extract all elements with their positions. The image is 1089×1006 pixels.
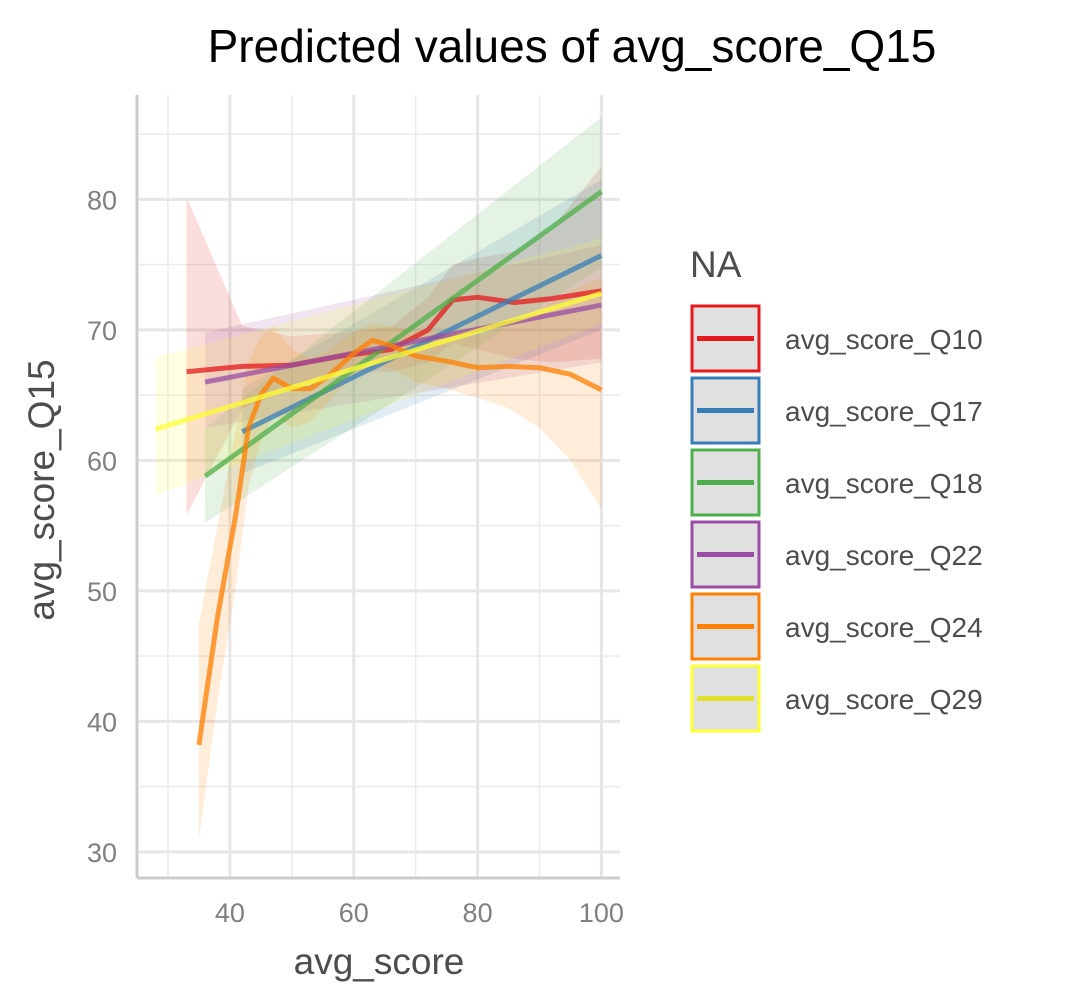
legend-item-avg-score-q17: avg_score_Q17 bbox=[690, 376, 983, 445]
y-axis-title: avg_score_Q15 bbox=[21, 359, 62, 620]
legend-item-avg-score-q29: avg_score_Q29 bbox=[690, 664, 983, 733]
y-tick-label: 50 bbox=[87, 577, 117, 607]
line-avg-score-q18 bbox=[203, 189, 603, 479]
x-tick-label: 60 bbox=[339, 898, 369, 928]
legend-title: NA bbox=[690, 244, 742, 285]
y-tick-label: 70 bbox=[87, 316, 117, 346]
plot-axes bbox=[135, 95, 620, 880]
legend-label: avg_score_Q17 bbox=[785, 396, 983, 427]
y-tick-label: 60 bbox=[87, 446, 117, 476]
y-axis-ticks: 30 40 50 60 70 80 bbox=[87, 185, 117, 868]
line-avg-score-q22 bbox=[204, 302, 602, 385]
line-avg-score-q29 bbox=[154, 291, 603, 432]
series-lines bbox=[154, 189, 603, 746]
line-avg-score-q10 bbox=[186, 288, 602, 375]
legend-item-avg-score-q18: avg_score_Q18 bbox=[690, 448, 983, 517]
legend-label: avg_score_Q10 bbox=[785, 324, 983, 355]
legend-label: avg_score_Q29 bbox=[785, 684, 983, 715]
legend: avg_score_Q10 avg_score_Q17 avg_score_Q18a… bbox=[690, 304, 983, 733]
y-tick-label: 80 bbox=[87, 185, 117, 215]
legend-item-avg-score-q10: avg_score_Q10 bbox=[690, 304, 983, 373]
legend-label: avg_score_Q18 bbox=[785, 468, 983, 499]
legend-item-avg-score-q24: avg_score_Q24 bbox=[690, 592, 983, 661]
x-tick-label: 40 bbox=[215, 898, 245, 928]
legend-label: avg_score_Q24 bbox=[785, 612, 983, 643]
x-axis-ticks: 40 60 80 100 bbox=[215, 898, 624, 928]
y-tick-label: 40 bbox=[87, 707, 117, 737]
line-avg-score-q24 bbox=[196, 337, 603, 746]
x-tick-label: 100 bbox=[579, 898, 624, 928]
ribbon-avg-score-q24 bbox=[198, 277, 602, 839]
chart-title: Predicted values of avg_score_Q15 bbox=[208, 20, 937, 72]
ribbon-avg-score-q18 bbox=[205, 117, 602, 523]
plot-grid bbox=[137, 95, 620, 878]
line-avg-score-q17 bbox=[241, 253, 603, 434]
x-tick-label: 80 bbox=[463, 898, 493, 928]
confidence-ribbons bbox=[155, 117, 602, 839]
legend-item-avg-score-q22: avg_score_Q22 bbox=[690, 520, 983, 589]
x-axis-title: avg_score bbox=[294, 941, 465, 982]
y-tick-label: 30 bbox=[87, 838, 117, 868]
legend-label: avg_score_Q22 bbox=[785, 540, 983, 571]
